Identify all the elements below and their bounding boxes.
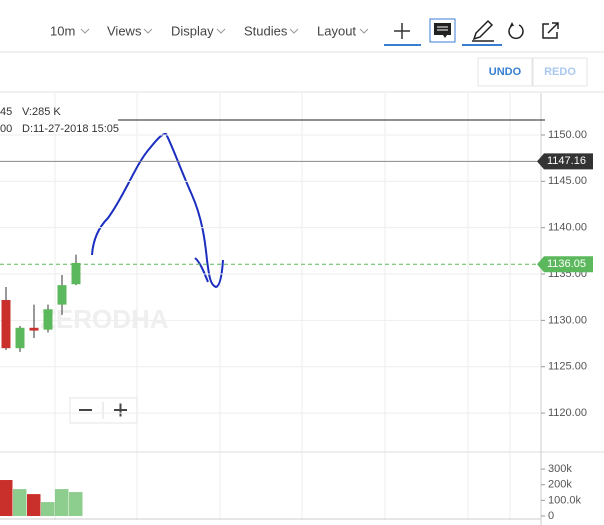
chevron bbox=[359, 28, 369, 34]
price-badge bbox=[537, 153, 593, 170]
time-grid bbox=[54, 93, 511, 520]
chevron bbox=[143, 28, 153, 34]
volume-bar bbox=[41, 502, 55, 516]
draw-button[interactable] bbox=[462, 19, 502, 46]
price-badge-label: 1136.05 bbox=[547, 258, 586, 270]
display-menu[interactable]: Display bbox=[171, 23, 226, 38]
y-tick-label: 1140.00 bbox=[548, 222, 587, 234]
chevron bbox=[289, 28, 299, 34]
views-menu[interactable]: Views bbox=[107, 23, 153, 38]
chevron bbox=[216, 28, 226, 34]
volume-bar bbox=[69, 492, 83, 516]
button-frame bbox=[429, 18, 456, 43]
legend-text: 00 bbox=[0, 123, 12, 135]
y-tick-label: 1130.00 bbox=[548, 314, 587, 326]
reset-arrow bbox=[510, 22, 514, 26]
volume-bar bbox=[13, 489, 27, 516]
comment-lines bbox=[437, 26, 448, 31]
y-tick-label: 1120.00 bbox=[548, 407, 587, 419]
crosshair-button[interactable] bbox=[384, 23, 421, 46]
redo-button[interactable]: REDO bbox=[532, 57, 588, 87]
plot: 1150.001145.001140.001135.001130.001125.… bbox=[0, 129, 593, 522]
volume-tick-label: 100.0k bbox=[548, 494, 582, 506]
undo-label[interactable]: UNDO bbox=[489, 66, 522, 78]
pencil-icon bbox=[472, 19, 494, 42]
reset-button[interactable] bbox=[508, 22, 524, 40]
menu-label[interactable]: Display bbox=[171, 23, 214, 38]
candle-body bbox=[57, 285, 67, 305]
watermark: ZERODHA bbox=[40, 304, 169, 334]
y-tick-label: 1150.00 bbox=[548, 129, 587, 141]
volume-tick-label: 300k bbox=[548, 463, 572, 475]
y-tick-label: 1145.00 bbox=[548, 175, 587, 187]
undo-button[interactable]: UNDO bbox=[477, 57, 533, 87]
zoom-in-button[interactable] bbox=[114, 403, 127, 417]
crosshair-icon bbox=[394, 23, 410, 39]
interval-label[interactable]: 10m bbox=[50, 23, 75, 38]
candle-body bbox=[1, 299, 11, 349]
comment-button[interactable] bbox=[429, 18, 456, 43]
legend-text: D:11-27-2018 15:05 bbox=[22, 123, 119, 135]
studies-menu[interactable]: Studies bbox=[244, 23, 299, 38]
legend-text: V:285 K bbox=[22, 106, 61, 118]
toolbar bbox=[0, 0, 604, 52]
menu-label[interactable]: Studies bbox=[244, 23, 288, 38]
chevron bbox=[80, 28, 90, 34]
popout-button[interactable] bbox=[542, 22, 559, 39]
candle-body bbox=[29, 327, 39, 331]
freehand-drawing bbox=[91, 132, 224, 289]
legend-text: 45 bbox=[0, 106, 12, 118]
volume-bar bbox=[0, 480, 13, 516]
candle-body bbox=[43, 309, 53, 330]
menu-label[interactable]: Views bbox=[107, 23, 142, 38]
button-frame bbox=[532, 57, 588, 87]
layout-menu[interactable]: Layout bbox=[317, 23, 369, 38]
candle-body bbox=[15, 327, 25, 349]
volume-tick-label: 0 bbox=[548, 510, 554, 522]
y-tick-label: 1125.00 bbox=[548, 361, 587, 373]
zoom-controls bbox=[69, 397, 138, 424]
reset-icon bbox=[508, 24, 524, 40]
volume-bar bbox=[27, 494, 41, 516]
candle-body bbox=[71, 262, 81, 285]
volume-tick-label: 200k bbox=[548, 479, 572, 491]
price-badge bbox=[537, 256, 593, 273]
menu-label[interactable]: Layout bbox=[317, 23, 356, 38]
price-badge-label: 1147.16 bbox=[547, 155, 586, 167]
popout-icon bbox=[542, 22, 559, 39]
interval-menu[interactable]: 10m bbox=[50, 23, 90, 38]
volume-bar bbox=[55, 489, 69, 516]
button-frame bbox=[477, 57, 533, 87]
redo-label[interactable]: REDO bbox=[544, 66, 576, 78]
